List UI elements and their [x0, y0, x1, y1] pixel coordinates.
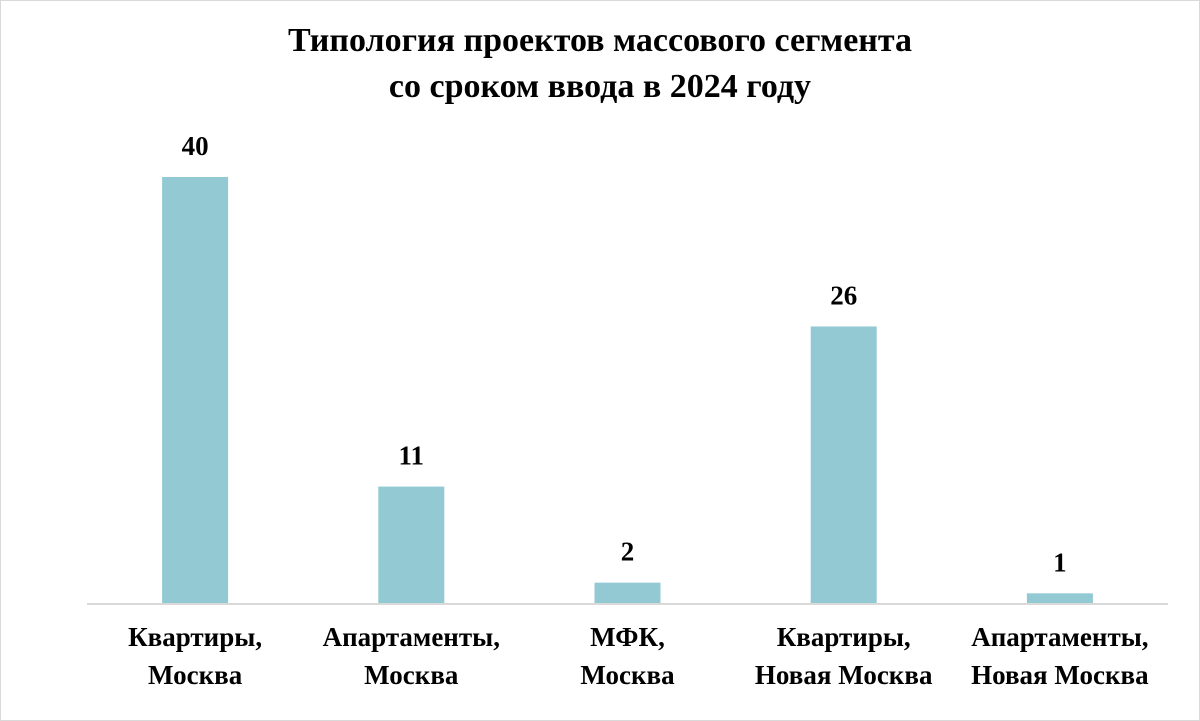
chart-title-line-2: со сроком ввода в 2024 году	[388, 68, 812, 105]
category-labels-group: Квартиры, Москва Апартаменты, Москва МФК, Мос…	[128, 622, 1149, 690]
category-label-2-line-1: Апартаменты,	[323, 622, 500, 652]
bar-value-label-3: 2	[621, 537, 635, 567]
category-label-1-line-1: Квартиры,	[128, 622, 262, 652]
category-label-2-line-2: Москва	[364, 660, 459, 690]
category-label-2: Апартаменты, Москва	[323, 622, 500, 690]
chart-title-line-1: Типология проектов массового сегмента	[287, 22, 913, 59]
category-label-4: Квартиры, Новая Москва	[755, 622, 933, 690]
category-label-3-line-1: МФК,	[590, 622, 665, 652]
category-label-5: Апартаменты, Новая Москва	[971, 622, 1149, 690]
bar-value-label-1: 40	[182, 131, 209, 161]
bar-4	[810, 326, 877, 604]
category-label-5-line-2: Новая Москва	[971, 660, 1149, 690]
category-label-1-line-2: Москва	[148, 660, 243, 690]
category-label-1: Квартиры, Москва	[128, 622, 262, 690]
category-label-3: МФК, Москва	[580, 622, 675, 690]
bar-value-label-2: 11	[399, 441, 425, 471]
category-label-5-line-1: Апартаменты,	[971, 622, 1148, 652]
bar-5	[1026, 593, 1093, 604]
bar-2	[378, 486, 445, 604]
category-label-3-line-2: Москва	[580, 660, 675, 690]
bar-value-label-5: 1	[1053, 547, 1067, 577]
chart-title: Типология проектов массового сегмента со…	[0, 18, 1200, 110]
category-label-4-line-1: Квартиры,	[777, 622, 911, 652]
category-label-4-line-2: Новая Москва	[755, 660, 933, 690]
bar-1	[162, 177, 229, 604]
bars-group	[162, 177, 1093, 604]
bar-3	[594, 582, 661, 604]
value-labels-group: 40 11 2 26 1	[182, 131, 1067, 577]
bar-value-label-4: 26	[830, 280, 857, 310]
